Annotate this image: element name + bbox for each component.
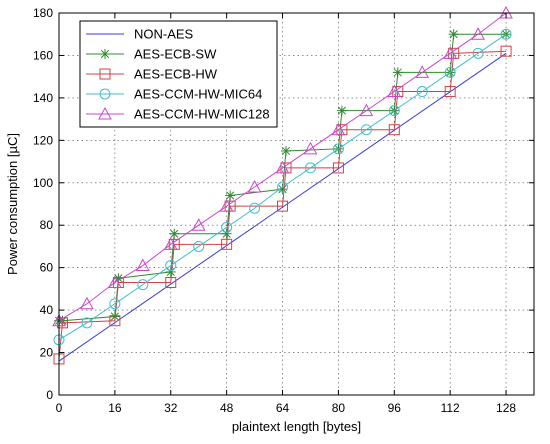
legend-item: AES-ECB-HW bbox=[86, 67, 218, 82]
series-line bbox=[58, 33, 507, 341]
data-point bbox=[359, 103, 374, 117]
x-tick-label: 48 bbox=[220, 401, 234, 415]
data-point bbox=[388, 124, 400, 136]
data-point bbox=[331, 122, 346, 136]
y-tick-label: 60 bbox=[40, 261, 54, 275]
data-point bbox=[392, 67, 403, 78]
data-point bbox=[109, 298, 121, 310]
data-point bbox=[332, 162, 344, 174]
y-tick-label: 0 bbox=[46, 388, 53, 402]
data-point bbox=[332, 143, 344, 155]
data-point bbox=[249, 202, 261, 214]
series-3 bbox=[53, 28, 512, 346]
legend-label: AES-CCM-HW-MIC128 bbox=[134, 107, 270, 122]
y-tick-label: 100 bbox=[33, 176, 53, 190]
legend-label: AES-CCM-HW-MIC64 bbox=[134, 87, 262, 102]
plot-frame bbox=[58, 12, 535, 396]
y-tick-label: 180 bbox=[33, 6, 53, 20]
data-point bbox=[303, 141, 318, 155]
series-line bbox=[58, 52, 507, 362]
data-point bbox=[113, 273, 124, 284]
y-tick-label: 160 bbox=[33, 48, 53, 62]
x-axis-label: plaintext length [bytes] bbox=[232, 419, 361, 434]
data-point bbox=[500, 28, 512, 40]
y-tick-label: 120 bbox=[33, 133, 53, 147]
data-point bbox=[416, 86, 428, 98]
x-tick-label: 112 bbox=[441, 401, 460, 415]
legend-item: AES-ECB-SW bbox=[86, 47, 217, 62]
data-point bbox=[137, 279, 149, 291]
data-point bbox=[275, 160, 290, 174]
y-axis-label: Power consumption [µC] bbox=[5, 133, 20, 275]
data-point bbox=[221, 221, 233, 233]
legend-label: AES-ECB-SW bbox=[134, 47, 217, 62]
data-point bbox=[336, 105, 347, 116]
data-point bbox=[56, 317, 68, 329]
data-point bbox=[472, 47, 484, 59]
y-tick-label: 40 bbox=[40, 303, 54, 317]
data-point bbox=[247, 179, 262, 193]
data-point bbox=[193, 240, 205, 252]
data-point bbox=[387, 84, 402, 98]
data-point bbox=[163, 237, 178, 250]
data-point bbox=[219, 199, 234, 212]
data-point bbox=[108, 275, 122, 289]
data-point bbox=[281, 145, 292, 156]
data-point bbox=[135, 258, 150, 272]
data-point bbox=[191, 218, 206, 231]
series-0 bbox=[58, 52, 507, 362]
data-point bbox=[304, 162, 316, 174]
data-point bbox=[165, 277, 177, 289]
x-tick-label: 0 bbox=[56, 401, 63, 415]
data-point bbox=[415, 65, 430, 78]
y-tick-label: 140 bbox=[33, 91, 53, 105]
legend-item: NON-AES bbox=[86, 27, 194, 42]
legend-label: AES-ECB-HW bbox=[134, 67, 218, 82]
series-line bbox=[58, 50, 507, 359]
legend: NON-AES AES-ECB-SW AES-ECB-HW AES-CCM-HW-MI… bbox=[79, 20, 278, 128]
legend-item: AES-CCM-HW-MIC64 bbox=[86, 87, 262, 102]
data-point bbox=[444, 86, 456, 98]
data-point bbox=[165, 260, 177, 272]
y-tick-label: 80 bbox=[40, 218, 54, 232]
legend-marker bbox=[99, 68, 111, 80]
data-point bbox=[225, 190, 236, 201]
data-point bbox=[444, 66, 456, 78]
data-point bbox=[471, 27, 485, 40]
x-tick-label: 128 bbox=[496, 401, 516, 415]
legend-marker bbox=[98, 106, 112, 120]
x-tick-label: 32 bbox=[164, 401, 178, 415]
series-line bbox=[58, 12, 507, 322]
data-point bbox=[500, 45, 512, 57]
legend-marker bbox=[99, 88, 111, 100]
data-point bbox=[169, 228, 180, 239]
data-point bbox=[360, 124, 372, 136]
data-point bbox=[277, 181, 289, 193]
x-tick-label: 96 bbox=[388, 401, 402, 415]
data-point bbox=[80, 296, 94, 310]
data-point bbox=[443, 46, 458, 59]
data-point bbox=[109, 315, 121, 327]
y-tick-label: 20 bbox=[40, 346, 54, 360]
data-point bbox=[221, 238, 233, 250]
x-tick-label: 80 bbox=[332, 401, 346, 415]
x-tick-label: 16 bbox=[108, 401, 122, 415]
ticks: 0 16 32 48 64 80 96 112 128 0 20 40 60 80 100 120 140 160… bbox=[33, 6, 534, 415]
legend-label: NON-AES bbox=[134, 27, 194, 42]
data-point bbox=[448, 29, 459, 40]
x-tick-label: 64 bbox=[276, 401, 290, 415]
data-point bbox=[277, 200, 289, 212]
data-point bbox=[388, 105, 400, 117]
data-point bbox=[81, 317, 93, 329]
legend-marker bbox=[100, 49, 110, 59]
legend-item: AES-CCM-HW-MIC128 bbox=[86, 107, 270, 122]
